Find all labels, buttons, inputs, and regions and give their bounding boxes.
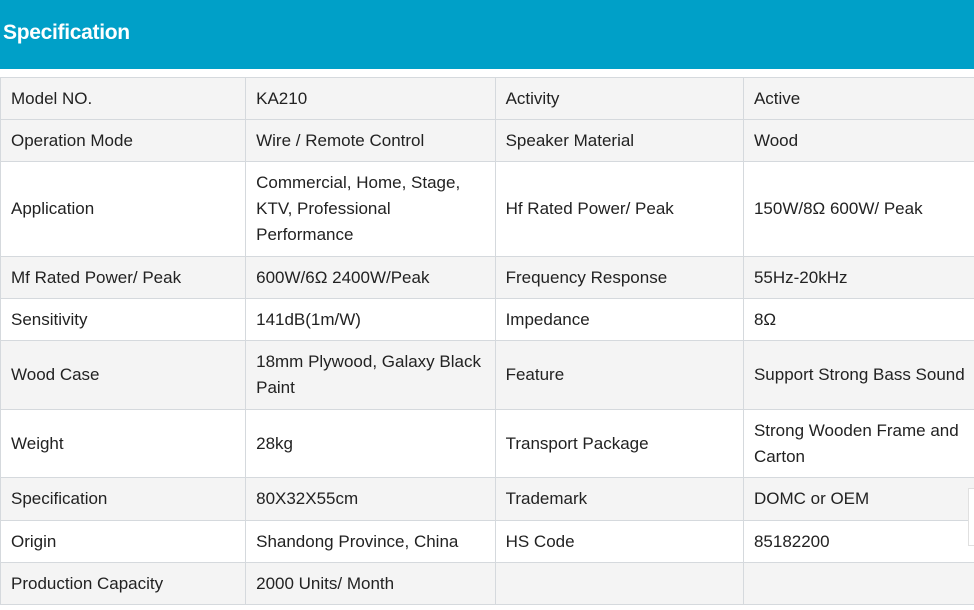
spec-value: 600W/6Ω 2400W/Peak bbox=[245, 256, 496, 299]
spec-table: Model NO. KA210 Activity Active Operation Mo… bbox=[0, 77, 974, 605]
spec-value: 85182200 bbox=[742, 520, 974, 563]
spec-label: Application bbox=[0, 161, 247, 257]
table-row: Model NO. KA210 Activity Active bbox=[0, 77, 974, 120]
spec-value: DOMC or OEM bbox=[742, 477, 974, 521]
table-row: Sensitivity 141dB(1m/W) Impedance 8Ω bbox=[0, 298, 974, 341]
spec-label: HS Code bbox=[494, 520, 744, 563]
spec-label: Impedance bbox=[494, 298, 744, 341]
spec-value: Wood bbox=[742, 119, 974, 162]
spec-label: Trademark bbox=[494, 477, 744, 521]
section-title: Specification bbox=[3, 21, 130, 44]
spec-value: 18mm Plywood, Galaxy Black Paint bbox=[245, 340, 496, 410]
spec-value: 55Hz-20kHz bbox=[742, 256, 974, 299]
spec-label: Mf Rated Power/ Peak bbox=[0, 256, 247, 299]
spec-label: Transport Package bbox=[494, 409, 744, 478]
spec-label: Speaker Material bbox=[494, 119, 744, 162]
table-row: Specification 80X32X55cm Trademark DOMC or … bbox=[0, 477, 974, 521]
spec-label: Activity bbox=[494, 77, 744, 120]
spec-value: Strong Wooden Frame and Carton bbox=[742, 409, 974, 478]
table-row: Weight 28kg Transport Package Strong Wooden… bbox=[0, 409, 974, 478]
spec-value: 141dB(1m/W) bbox=[245, 298, 496, 341]
spec-value: 150W/8Ω 600W/ Peak bbox=[742, 161, 974, 257]
spec-value: 2000 Units/ Month bbox=[245, 562, 496, 605]
table-row: Production Capacity 2000 Units/ Month bbox=[0, 562, 974, 605]
spec-label: Production Capacity bbox=[0, 562, 247, 605]
spec-value: Shandong Province, China bbox=[245, 520, 496, 563]
spec-label: Operation Mode bbox=[0, 119, 247, 162]
spec-label: Origin bbox=[0, 520, 247, 563]
spec-value: KA210 bbox=[245, 77, 496, 120]
spec-label: Sensitivity bbox=[0, 298, 247, 341]
spec-value: Active bbox=[742, 77, 974, 120]
spec-label: Weight bbox=[0, 409, 247, 478]
spec-value: Wire / Remote Control bbox=[245, 119, 496, 162]
spec-label: Wood Case bbox=[0, 340, 247, 410]
spec-label: Frequency Response bbox=[494, 256, 744, 299]
spec-value: Commercial, Home, Stage, KTV, Profession… bbox=[245, 161, 496, 257]
spec-value bbox=[742, 562, 974, 605]
table-row: Wood Case 18mm Plywood, Galaxy Black Pain… bbox=[0, 340, 974, 410]
table-row: Application Commercial, Home, Stage, KTV,… bbox=[0, 161, 974, 257]
spec-value: 80X32X55cm bbox=[245, 477, 496, 521]
table-row: Operation Mode Wire / Remote Control Speak… bbox=[0, 119, 974, 162]
table-row: Mf Rated Power/ Peak 600W/6Ω 2400W/Peak Fr… bbox=[0, 256, 974, 299]
table-row: Origin Shandong Province, China HS Code 851… bbox=[0, 520, 974, 563]
spec-header: Specification bbox=[0, 0, 974, 69]
side-panel-edge bbox=[968, 488, 974, 546]
spec-value: 8Ω bbox=[742, 298, 974, 341]
spec-value: Support Strong Bass Sound bbox=[742, 340, 974, 410]
spec-label bbox=[494, 562, 744, 605]
spec-value: 28kg bbox=[245, 409, 496, 478]
spec-label: Hf Rated Power/ Peak bbox=[494, 161, 744, 257]
spec-label: Model NO. bbox=[0, 77, 247, 120]
spec-label: Feature bbox=[494, 340, 744, 410]
spec-label: Specification bbox=[0, 477, 247, 521]
